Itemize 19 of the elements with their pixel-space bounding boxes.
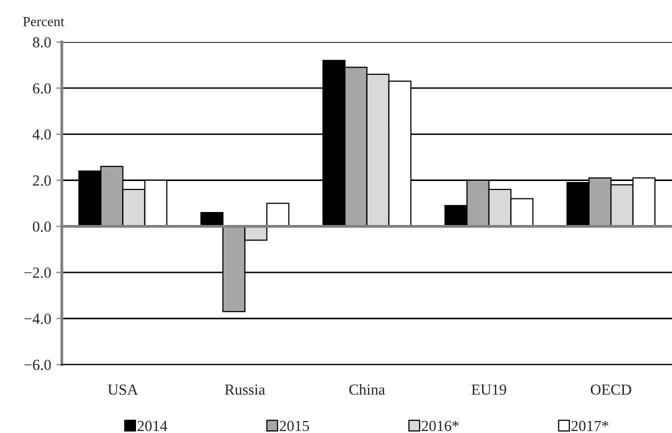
y-tick-label: 2.0	[32, 175, 51, 186]
y-tick-label: 8.0	[32, 37, 51, 48]
x-tick-label: China	[349, 384, 385, 395]
y-tick-label: −2.0	[24, 268, 51, 278]
x-tick-label: OECD	[590, 384, 632, 395]
y-axis-title: Percent	[23, 17, 64, 26]
y-tick-label: 6.0	[32, 83, 51, 94]
y-tick-label: 0.0	[32, 221, 51, 232]
legend-label: 2014	[138, 420, 168, 432]
bar	[266, 202, 290, 227]
x-tick-label: USA	[108, 384, 138, 395]
y-tick-label: 4.0	[32, 129, 51, 140]
x-tick-label: EU19	[472, 384, 506, 395]
legend-label: 2016*	[422, 420, 459, 432]
legend-label: 2017*	[572, 420, 608, 432]
x-tick-label: Russia	[224, 384, 266, 395]
legend-label: 2015	[280, 420, 310, 432]
y-tick-label: −4.0	[24, 314, 51, 324]
y-tick-label: −6.0	[24, 360, 51, 370]
